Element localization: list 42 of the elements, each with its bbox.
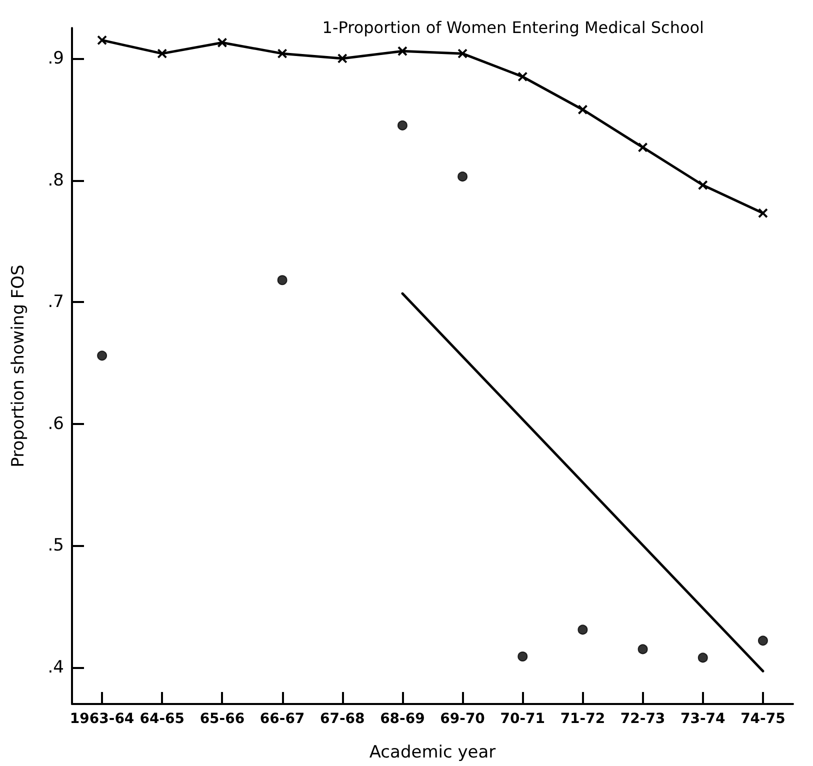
point [397,120,408,130]
point [458,172,468,182]
x-tick-label: 1963-64 [70,711,134,727]
y-tick-label: .5 [48,536,64,556]
x-tick-label: 65-66 [200,711,245,727]
point [397,46,408,56]
point [638,142,648,152]
point [578,624,588,635]
y-axis-title: Proportion showing FOS [8,264,28,468]
x-tick-label: 68-69 [380,711,425,727]
series-label: 1-Proportion of Women Entering Medical School [322,18,704,38]
x-tick-label: 69-70 [440,711,486,727]
y-tick-label: .7 [48,292,64,312]
x-axis-title: Academic year [369,742,496,762]
x-tick-label: 67-68 [320,711,365,727]
point [698,652,708,663]
point [458,48,468,59]
point [217,38,228,48]
x-tick-label: 64-65 [140,711,185,727]
y-tick-label: .8 [48,170,64,190]
point [157,48,168,59]
point [337,53,348,64]
point [97,350,108,361]
y-tick-label: .9 [48,48,64,68]
x-tick-label: 71-72 [560,711,606,727]
y-tick-label: .4 [48,657,64,678]
y-tick-label: .6 [48,414,64,434]
x-tick-label: 70-71 [500,711,546,727]
point [698,180,708,190]
point [518,652,528,662]
x-tick-label: 72-73 [620,711,666,727]
point [758,208,768,218]
x-tick-label: 66-67 [260,711,305,727]
point [758,636,768,646]
x-tick-label: 74-75 [740,711,786,727]
point [638,644,648,654]
x-tick-label: 73-74 [680,711,726,727]
point [97,35,108,46]
point [578,104,588,115]
point [518,72,528,82]
point [277,275,288,286]
point [277,48,288,59]
